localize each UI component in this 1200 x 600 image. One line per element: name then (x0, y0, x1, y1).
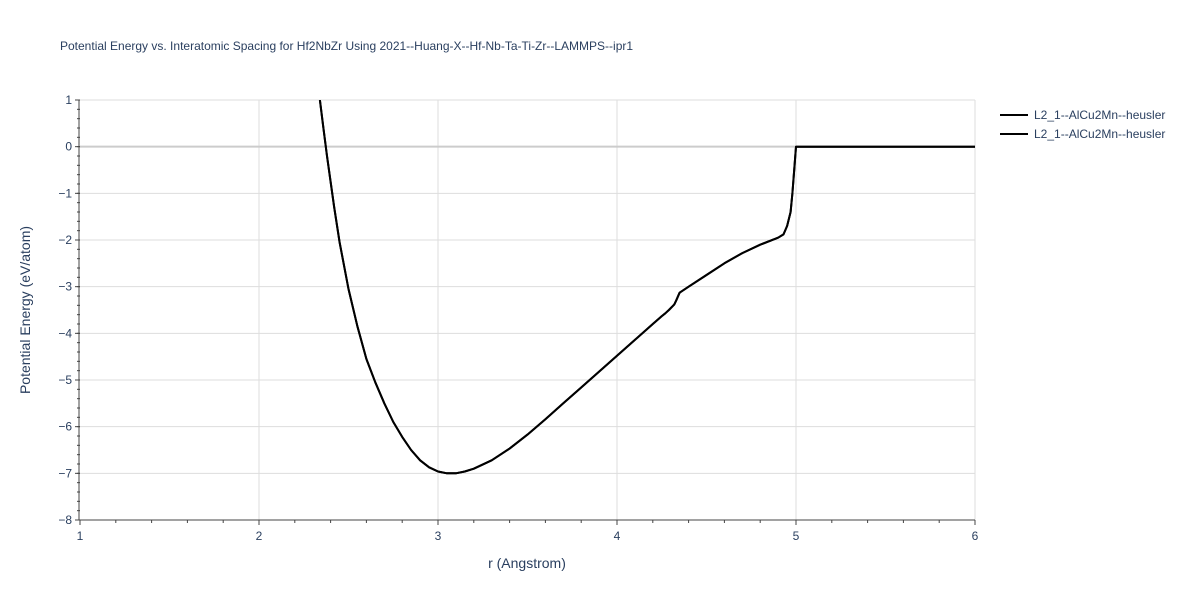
y-tick-label: −2 (58, 233, 72, 247)
x-tick-label: 6 (972, 529, 979, 543)
plot-area (318, 100, 975, 475)
y-axis-title: Potential Energy (eV/atom) (17, 226, 33, 394)
y-tick-label: 1 (65, 93, 72, 107)
x-axis-title: r (Angstrom) (488, 555, 566, 571)
chart-title: Potential Energy vs. Interatomic Spacing… (60, 39, 633, 53)
legend-label: L2_1--AlCu2Mn--heusler (1034, 108, 1165, 122)
x-tick-label: 3 (435, 529, 442, 543)
y-tick-label: −4 (58, 326, 72, 340)
series-layer (318, 100, 975, 475)
y-tick-label: −3 (58, 280, 72, 294)
y-tick-label: −1 (58, 186, 72, 200)
y-tick-label: 0 (65, 140, 72, 154)
series-line-2 (318, 100, 975, 475)
x-tick-label: 5 (793, 529, 800, 543)
x-tick-labels: 1 2 3 4 5 6 (77, 520, 979, 543)
legend-item-2[interactable]: L2_1--AlCu2Mn--heusler (1000, 127, 1165, 141)
legend[interactable]: L2_1--AlCu2Mn--heusler L2_1--AlCu2Mn--heu… (1000, 108, 1165, 141)
legend-label: L2_1--AlCu2Mn--heusler (1034, 127, 1165, 141)
grid-lines (80, 99, 976, 520)
y-tick-labels: 1 0 −1 −2 −3 −4 −5 −6 −7 −8 (58, 93, 80, 527)
x-tick-label: 4 (614, 529, 621, 543)
x-tick-label: 1 (77, 529, 84, 543)
y-tick-label: −5 (58, 373, 72, 387)
y-tick-label: −7 (58, 466, 72, 480)
legend-item-1[interactable]: L2_1--AlCu2Mn--heusler (1000, 108, 1165, 122)
y-tick-label: −8 (58, 513, 72, 527)
axes (78, 100, 975, 521)
x-tick-label: 2 (256, 529, 263, 543)
y-tick-label: −6 (58, 420, 72, 434)
